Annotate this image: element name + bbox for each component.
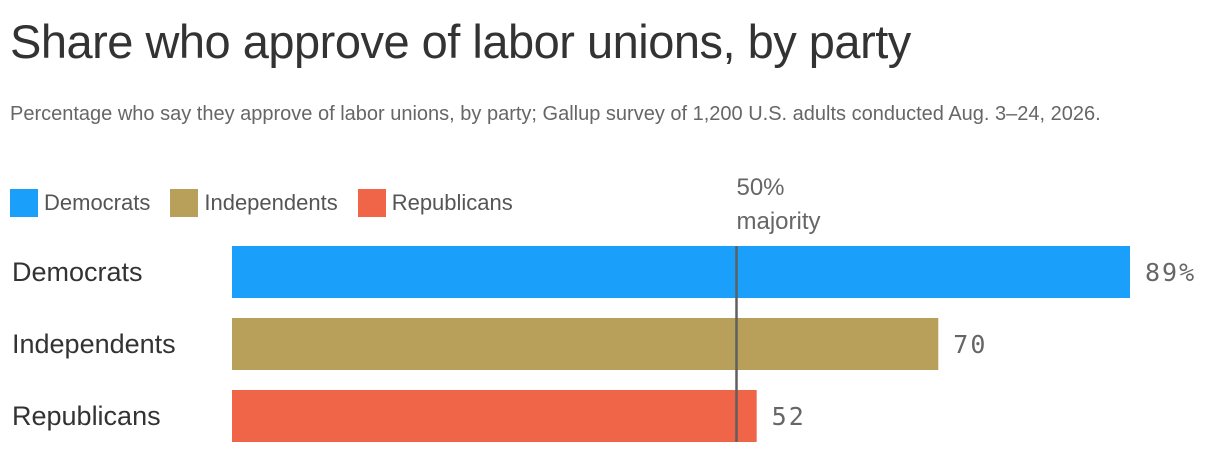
- bar-independents: [232, 318, 939, 370]
- value-label-independents: 70: [953, 330, 987, 359]
- value-label-republicans: 52: [772, 402, 806, 431]
- bar-republicans: [232, 390, 757, 442]
- legend-item-independents: Independents: [170, 189, 338, 217]
- reference-line-label-value: 50%: [736, 174, 784, 201]
- legend-swatch-republicans: [357, 189, 386, 217]
- legend-item-democrats: Democrats: [10, 189, 150, 217]
- value-label-democrats: 89%: [1145, 258, 1196, 287]
- legend-label-independents: Independents: [204, 190, 338, 215]
- category-label-democrats: Democrats: [12, 257, 143, 287]
- category-label-independents: Independents: [12, 329, 176, 359]
- legend-item-republicans: Republicans: [357, 189, 513, 217]
- legend-label-republicans: Republicans: [391, 190, 513, 215]
- legend-swatch-independents: [170, 189, 199, 217]
- legend: Democrats Independents Republicans: [10, 189, 533, 217]
- reference-line-label-text: majority: [736, 208, 820, 235]
- legend-swatch-democrats: [10, 189, 38, 217]
- legend-label-democrats: Democrats: [44, 190, 151, 215]
- bar-democrats: [232, 246, 1130, 298]
- category-label-republicans: Republicans: [12, 401, 161, 431]
- chart-subtitle: Percentage who say they approve of labor…: [10, 103, 1101, 125]
- chart-title: Share who approve of labor unions, by pa…: [10, 15, 911, 68]
